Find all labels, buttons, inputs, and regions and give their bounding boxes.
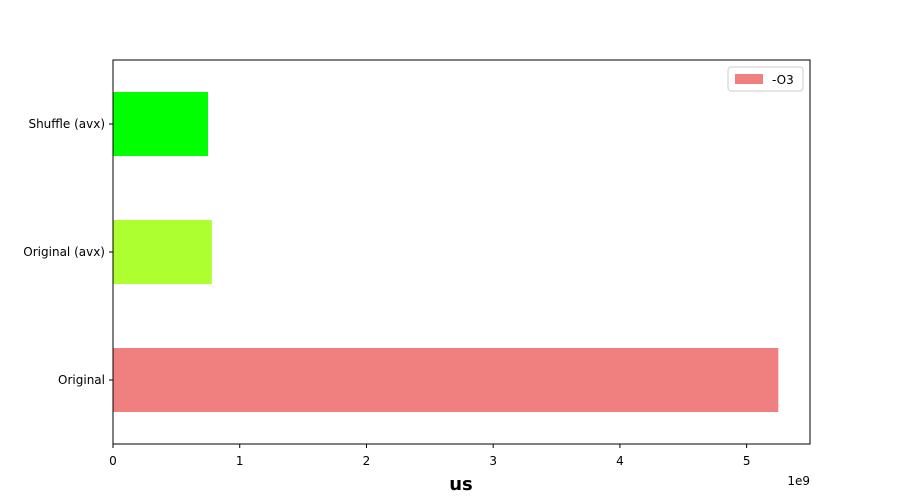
x-tick-label: 2 [363,454,371,468]
x-axis-offset-text: 1e9 [787,474,810,488]
y-tick-label: Original [58,373,105,387]
y-tick-label: Original (avx) [23,245,105,259]
bars-layer [113,92,779,412]
x-axis-label: us [449,474,473,495]
x-tick-label: 0 [109,454,117,468]
plot-frame [112,59,811,445]
bar-original [113,348,779,412]
x-tick-label: 5 [743,454,751,468]
x-tick-label: 1 [236,454,244,468]
legend-label: -O3 [772,73,794,87]
y-tick-label: Shuffle (avx) [28,117,105,131]
ticks-layer: Original Original (avx) Shuffle (avx) 0 1 2 3 4… [23,117,750,468]
bar-original-avx [113,220,212,284]
legend: -O3 [727,66,804,92]
x-tick-label: 4 [616,454,624,468]
bar-shuffle-avx [113,92,209,156]
legend-box [727,66,804,92]
x-tick-label: 3 [489,454,497,468]
legend-swatch [735,74,763,84]
